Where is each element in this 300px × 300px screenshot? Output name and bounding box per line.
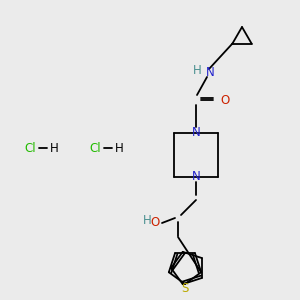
Text: N: N xyxy=(192,127,200,140)
Text: N: N xyxy=(192,170,200,184)
Text: Cl: Cl xyxy=(24,142,36,154)
Text: H: H xyxy=(142,214,152,227)
Text: S: S xyxy=(181,281,189,295)
Text: Cl: Cl xyxy=(89,142,101,154)
Text: H: H xyxy=(115,142,123,154)
Text: N: N xyxy=(206,65,214,79)
Text: H: H xyxy=(50,142,58,154)
Text: O: O xyxy=(220,94,230,106)
Text: H: H xyxy=(193,64,201,77)
Text: O: O xyxy=(150,215,160,229)
